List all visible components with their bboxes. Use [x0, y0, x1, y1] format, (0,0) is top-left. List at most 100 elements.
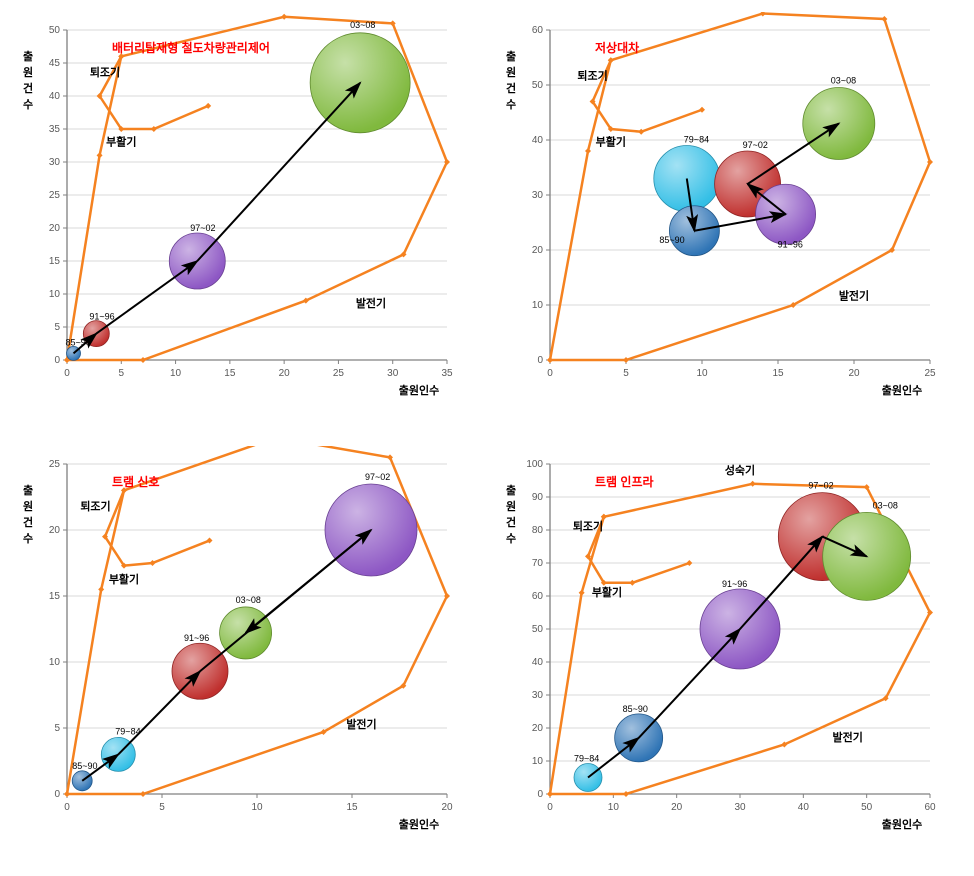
x-tick-label: 60 [924, 802, 936, 813]
y-tick-label: 50 [532, 624, 544, 635]
trend-arrow [639, 629, 740, 738]
x-tick-label: 20 [279, 368, 291, 379]
panel-title: 배터리탑재형 철도차량관리제어 [112, 40, 270, 55]
bubble-label: 85~90 [72, 761, 97, 771]
y-tick-label: 80 [532, 525, 544, 536]
y-tick-label: 0 [537, 789, 543, 800]
stage-label: 부활기 [596, 135, 626, 149]
bubble-label: 03~08 [350, 20, 375, 30]
trend-arrow [246, 530, 371, 633]
y-axis-label: 건 [506, 515, 516, 529]
outline-marker [547, 357, 553, 363]
bubble-label: 79~84 [574, 754, 599, 764]
outline-marker [638, 129, 644, 135]
y-axis-label: 출 [506, 483, 516, 497]
y-tick-label: 10 [49, 289, 61, 300]
bubble-label: 91~96 [89, 312, 114, 322]
panel-wrapper: 051015202530354045500510152025303585~909… [12, 12, 479, 422]
x-tick-label: 5 [159, 802, 165, 813]
lifecycle-spiral [588, 517, 689, 583]
outline-marker [623, 357, 629, 363]
y-tick-label: 45 [49, 58, 61, 69]
x-axis-label: 출원인수 [882, 383, 922, 397]
outline-marker [64, 791, 70, 797]
y-axis-label: 수 [506, 98, 516, 111]
stage-label: 발전기 [346, 717, 376, 731]
y-tick-label: 5 [54, 723, 60, 734]
outline-marker [699, 107, 705, 113]
x-tick-label: 0 [547, 802, 553, 813]
outline-marker [140, 357, 146, 363]
y-tick-label: 30 [532, 190, 544, 201]
outline-marker [281, 14, 287, 20]
panel-wrapper: 0102030405060708090100010203040506079~84… [495, 446, 962, 856]
bubble-label: 03~08 [873, 500, 898, 510]
y-tick-label: 100 [526, 459, 543, 470]
x-tick-label: 50 [861, 802, 873, 813]
y-axis-label: 수 [23, 532, 33, 545]
x-tick-label: 20 [671, 802, 683, 813]
x-tick-label: 10 [608, 802, 620, 813]
y-tick-label: 20 [49, 525, 61, 536]
stage-label: 부활기 [106, 135, 136, 149]
y-tick-label: 40 [49, 91, 61, 102]
x-tick-label: 5 [623, 368, 629, 379]
x-tick-label: 0 [64, 802, 70, 813]
y-axis-label: 원 [23, 499, 33, 513]
outline-marker [881, 16, 887, 22]
x-axis-label: 출원인수 [399, 383, 439, 397]
bubble-label: 85~90 [659, 235, 684, 245]
x-tick-label: 25 [924, 368, 936, 379]
outline-marker [750, 481, 756, 487]
x-tick-label: 15 [772, 368, 784, 379]
y-tick-label: 15 [49, 256, 61, 267]
bubble-label: 91~96 [778, 239, 803, 249]
trend-arrow [118, 671, 200, 754]
y-axis-label: 원 [23, 65, 33, 79]
bubble-label: 03~08 [236, 595, 261, 605]
y-tick-label: 40 [532, 657, 544, 668]
panel-wrapper: 0102030405060051015202579~8485~9097~0291… [495, 12, 962, 422]
x-tick-label: 0 [547, 368, 553, 379]
y-axis-label: 수 [23, 98, 33, 111]
y-axis-label: 출 [23, 49, 33, 63]
outline-marker [623, 791, 629, 797]
outline-marker [140, 791, 146, 797]
bubble-label: 79~84 [684, 135, 709, 145]
outline-marker [97, 152, 103, 158]
x-tick-label: 20 [441, 802, 453, 813]
stage-label: 발전기 [356, 296, 386, 310]
bubble-label: 03~08 [831, 76, 856, 86]
y-tick-label: 20 [532, 245, 544, 256]
y-tick-label: 30 [49, 157, 61, 168]
x-tick-label: 5 [119, 368, 125, 379]
y-tick-label: 10 [532, 300, 544, 311]
outline-marker [629, 580, 635, 586]
bubble-label: 79~84 [115, 726, 140, 736]
y-tick-label: 5 [54, 322, 60, 333]
y-tick-label: 60 [532, 25, 544, 36]
x-tick-label: 30 [734, 802, 746, 813]
bubble-label: 91~96 [184, 633, 209, 643]
bubble-label: 97~02 [808, 481, 833, 491]
bubble-label: 91~96 [722, 579, 747, 589]
y-axis-label: 출 [506, 49, 516, 63]
y-tick-label: 0 [537, 355, 543, 366]
y-tick-label: 40 [532, 135, 544, 146]
y-axis-label: 원 [506, 499, 516, 513]
x-tick-label: 40 [798, 802, 810, 813]
y-tick-label: 20 [532, 723, 544, 734]
x-tick-label: 15 [346, 802, 358, 813]
y-tick-label: 70 [532, 558, 544, 569]
stage-label: 퇴조기 [573, 519, 603, 533]
trend-arrow [197, 83, 360, 261]
trend-arrow [96, 261, 197, 334]
stage-label: 퇴조기 [577, 69, 607, 83]
y-tick-label: 30 [532, 690, 544, 701]
x-tick-label: 25 [333, 368, 345, 379]
outline-marker [579, 590, 585, 596]
lifecycle-spiral [105, 490, 210, 565]
x-tick-label: 35 [441, 368, 453, 379]
bubble-label: 97~02 [743, 140, 768, 150]
y-tick-label: 90 [532, 492, 544, 503]
